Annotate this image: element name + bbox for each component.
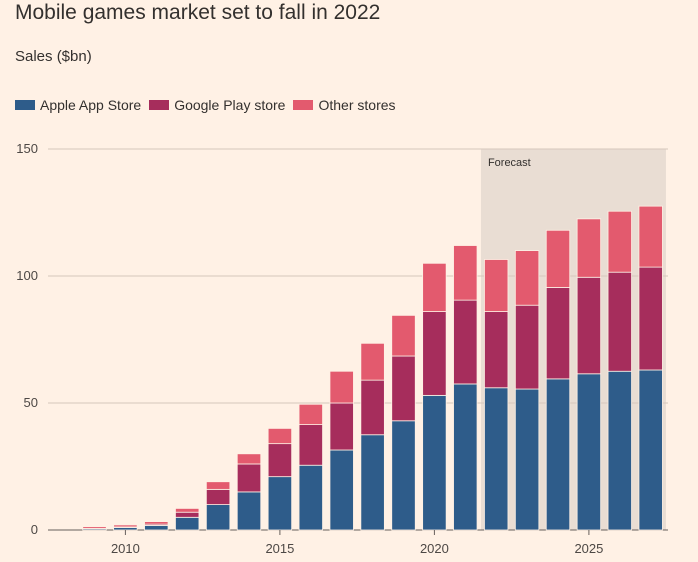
chart-title: Mobile games market set to fall in 2022 xyxy=(15,1,381,24)
legend-item-google: Google Play store xyxy=(149,97,285,113)
bar-apple-app-store-2016 xyxy=(298,464,323,531)
bar-apple-app-store-2025 xyxy=(576,373,602,531)
x-tick-label-2010: 2010 xyxy=(111,541,140,556)
bar-apple-app-store-2020 xyxy=(422,394,447,531)
bar-apple-app-store-2012 xyxy=(175,516,200,531)
bar-other-stores-2020 xyxy=(422,262,447,312)
bar-other-stores-2026 xyxy=(607,210,632,273)
bar-other-stores-2011 xyxy=(144,521,169,525)
y-tick-label-50: 50 xyxy=(24,395,38,410)
legend-item-apple: Apple App Store xyxy=(15,97,141,113)
bar-google-play-store-2019 xyxy=(391,355,416,422)
bar-other-stores-2013 xyxy=(205,481,231,490)
y-tick-label-0: 0 xyxy=(31,522,38,537)
bar-apple-app-store-2021 xyxy=(453,383,478,531)
bar-apple-app-store-2024 xyxy=(545,378,571,531)
legend-item-other: Other stores xyxy=(293,97,396,113)
bar-other-stores-2012 xyxy=(175,508,200,513)
bar-apple-app-store-2014 xyxy=(236,491,262,531)
bar-apple-app-store-2018 xyxy=(360,434,385,531)
bar-apple-app-store-2022 xyxy=(484,387,509,531)
y-tick-label-150: 150 xyxy=(16,141,38,156)
legend: Apple App Store Google Play store Other … xyxy=(15,97,404,113)
bar-google-play-store-2020 xyxy=(422,311,447,396)
bar-other-stores-2018 xyxy=(360,342,385,381)
bar-apple-app-store-2019 xyxy=(391,420,416,531)
bar-other-stores-2017 xyxy=(329,370,354,404)
legend-label-other: Other stores xyxy=(318,97,396,113)
bar-other-stores-2016 xyxy=(298,403,323,425)
legend-label-google: Google Play store xyxy=(174,97,286,113)
x-tick-label-2015: 2015 xyxy=(265,541,294,556)
legend-swatch-google xyxy=(149,100,170,110)
legend-swatch-other xyxy=(293,100,314,110)
y-axis-label: Sales ($bn) xyxy=(15,48,92,65)
bar-google-play-store-2013 xyxy=(205,488,231,505)
bar-apple-app-store-2015 xyxy=(267,476,293,531)
y-tick-label-100: 100 xyxy=(16,268,38,283)
bar-google-play-store-2014 xyxy=(236,463,262,493)
bar-google-play-store-2012 xyxy=(175,511,200,518)
bar-other-stores-2025 xyxy=(576,218,602,278)
bar-google-play-store-2022 xyxy=(484,311,509,389)
bar-apple-app-store-2011 xyxy=(144,525,169,531)
x-tick-label-2020: 2020 xyxy=(420,541,449,556)
x-tick-label-2025: 2025 xyxy=(574,541,603,556)
bar-google-play-store-2023 xyxy=(514,304,540,390)
bar-other-stores-2015 xyxy=(267,427,293,445)
bar-other-stores-2014 xyxy=(236,453,262,465)
bar-apple-app-store-2017 xyxy=(329,449,354,531)
bar-other-stores-2019 xyxy=(391,314,416,357)
forecast-region xyxy=(480,149,666,530)
bar-google-play-store-2018 xyxy=(360,379,385,436)
forecast-label: Forecast xyxy=(488,157,531,169)
bar-other-stores-2022 xyxy=(484,259,509,312)
legend-swatch-apple xyxy=(15,100,35,110)
bar-apple-app-store-2013 xyxy=(205,504,231,531)
bar-other-stores-2024 xyxy=(545,229,571,288)
bar-google-play-store-2024 xyxy=(545,287,571,380)
legend-label-apple: Apple App Store xyxy=(40,97,142,113)
bar-google-play-store-2016 xyxy=(298,424,323,466)
bar-apple-app-store-2027 xyxy=(638,369,663,531)
bar-apple-app-store-2026 xyxy=(607,370,632,531)
bar-google-play-store-2027 xyxy=(638,266,663,371)
bar-google-play-store-2025 xyxy=(576,276,602,375)
bar-google-play-store-2026 xyxy=(607,271,632,372)
bar-other-stores-2009 xyxy=(82,526,107,529)
bar-other-stores-2023 xyxy=(514,250,540,306)
bar-google-play-store-2017 xyxy=(329,402,354,451)
bar-google-play-store-2021 xyxy=(453,299,478,385)
bar-other-stores-2010 xyxy=(113,524,138,528)
bar-google-play-store-2015 xyxy=(267,443,293,478)
bar-other-stores-2021 xyxy=(453,245,478,301)
bar-apple-app-store-2023 xyxy=(514,388,540,531)
bar-other-stores-2027 xyxy=(638,205,663,268)
